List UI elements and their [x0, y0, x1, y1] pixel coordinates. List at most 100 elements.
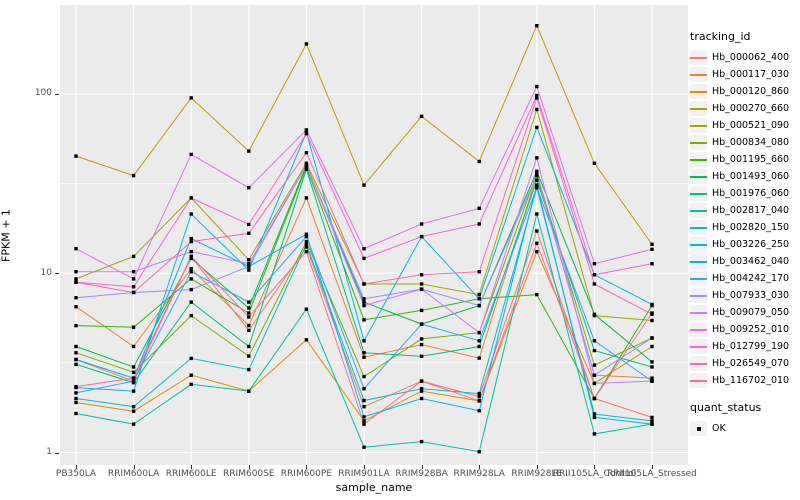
legend: tracking_id Hb_000062_400 Hb_000117_030 Hb… [690, 30, 800, 437]
legend-title-tracking-id: tracking_id [690, 30, 751, 43]
x-tick-label-RRIM600PE: RRIM600PE [280, 469, 332, 479]
data-point [189, 270, 193, 274]
data-point [189, 277, 193, 281]
data-point [304, 132, 309, 136]
y-axis-title: FPKM + 1 [0, 209, 13, 262]
data-point [247, 354, 251, 358]
legend-item-Hb_009252_010: Hb_009252_010 [690, 321, 800, 338]
data-point [247, 186, 251, 190]
data-point [419, 114, 424, 118]
data-point [477, 159, 481, 164]
data-point [74, 277, 78, 281]
data-point [247, 344, 251, 349]
legend-item-Hb_004242_170: Hb_004242_170 [690, 270, 800, 287]
legend-key-line-icon [690, 254, 707, 269]
data-point [650, 336, 654, 340]
data-point [74, 270, 78, 274]
legend-item-label: Hb_012799_190 [712, 341, 790, 352]
legend-key-line-icon [690, 220, 707, 235]
data-point [535, 24, 539, 28]
legend-item-Hb_007933_030: Hb_007933_030 [690, 287, 800, 304]
data-point [477, 339, 481, 343]
data-point [74, 400, 78, 405]
data-point [304, 163, 309, 167]
data-point [131, 409, 136, 413]
data-point [535, 125, 539, 130]
legend-key-line-icon [690, 203, 707, 218]
legend-quant-items: OK [690, 420, 800, 437]
data-point [74, 305, 78, 309]
data-point [535, 96, 539, 100]
legend-key-line-icon [690, 50, 707, 65]
data-point [247, 367, 251, 372]
data-point [362, 297, 366, 301]
legend-key-line-icon [690, 356, 707, 371]
data-point [592, 373, 597, 377]
data-point [419, 273, 424, 277]
legend-key-line-icon [690, 288, 707, 303]
data-point [592, 412, 597, 416]
data-point [477, 206, 481, 210]
x-axis-title: sample_name [335, 481, 413, 494]
legend-key-point-icon [690, 421, 707, 436]
data-point [362, 445, 366, 449]
data-point [592, 339, 597, 343]
data-point [650, 379, 654, 383]
legend-items: Hb_000062_400 Hb_000117_030 Hb_000120_860 H… [690, 49, 800, 389]
data-point [650, 262, 654, 266]
x-tick-label-RRIM600LA: RRIM600LA [107, 469, 160, 479]
data-point [535, 178, 539, 182]
data-point [535, 292, 539, 297]
data-point [247, 300, 251, 304]
data-point [419, 234, 424, 239]
legend-item-label: Hb_000117_030 [712, 69, 790, 80]
legend-item-Hb_002817_040: Hb_002817_040 [690, 202, 800, 219]
legend-key-line-icon [690, 271, 707, 286]
data-point [131, 365, 136, 369]
legend-item-label: Hb_000062_400 [712, 52, 790, 63]
data-point [304, 245, 309, 249]
data-point [535, 169, 539, 173]
data-point [592, 161, 597, 165]
data-point [362, 183, 366, 187]
data-point [131, 370, 136, 374]
data-point [592, 363, 597, 367]
legend-item-label: Hb_007933_030 [712, 290, 790, 301]
data-point [247, 264, 251, 269]
x-tick-mark [191, 465, 193, 469]
x-tick-mark [594, 465, 596, 469]
data-point [247, 328, 251, 333]
legend-item-Hb_002820_150: Hb_002820_150 [690, 219, 800, 236]
data-point [535, 93, 539, 98]
data-point [189, 267, 193, 271]
x-tick-label-RRIM600LE: RRIM600LE [165, 469, 217, 479]
data-point [189, 256, 193, 261]
data-point [650, 242, 654, 246]
data-point [362, 374, 366, 379]
data-point [477, 409, 481, 413]
data-point [189, 356, 193, 361]
x-tick-mark [479, 465, 481, 469]
data-point [535, 183, 539, 187]
legend-item-label: Hb_000270_660 [712, 103, 790, 114]
x-tick-mark [248, 465, 250, 469]
data-point [304, 42, 309, 46]
data-point [419, 387, 424, 391]
data-point [535, 249, 539, 254]
data-point [131, 270, 136, 274]
legend-item-label: Hb_003462_040 [712, 256, 790, 267]
data-point [189, 212, 193, 216]
gridlines [60, 5, 688, 465]
data-point [74, 247, 78, 251]
data-point [131, 290, 136, 295]
data-point [304, 338, 309, 342]
data-point [535, 171, 539, 176]
legend-item-label: Hb_000120_860 [712, 86, 790, 97]
data-point [592, 396, 597, 401]
data-point [419, 354, 424, 358]
data-point [419, 287, 424, 291]
data-point [131, 379, 136, 383]
data-point [74, 362, 78, 367]
y-tick-mark [55, 273, 59, 275]
legend-item-Hb_000270_660: Hb_000270_660 [690, 100, 800, 117]
